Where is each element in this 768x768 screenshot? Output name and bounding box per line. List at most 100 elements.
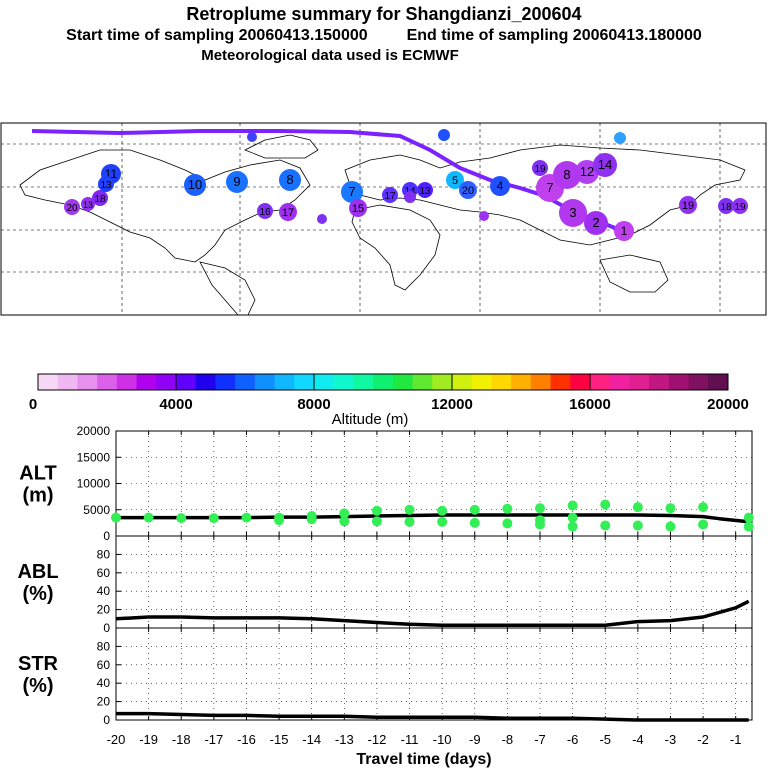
colorbar-cell <box>97 374 118 390</box>
cluster-label: 15 <box>352 203 364 215</box>
x-tick-label: -17 <box>204 732 223 747</box>
cluster-marker <box>81 197 95 211</box>
x-axis: -20 -19 -18 -17 -16 -15 -14 -13 -12 -11 -10 -9 -8 -7 -… <box>107 732 742 768</box>
cluster-marker <box>64 199 80 215</box>
altitude-point <box>743 512 754 523</box>
colorbar-cell <box>38 374 59 390</box>
x-tick-label: -2 <box>697 732 709 747</box>
cluster-marker <box>732 198 748 214</box>
altitude-point <box>274 515 285 526</box>
panel-frame <box>115 535 753 629</box>
altitude-point <box>404 516 415 527</box>
cluster-label: 19 <box>534 164 546 175</box>
world-map: 1234578910111213141516171819207819201914… <box>0 122 767 316</box>
cluster-label: 13 <box>100 180 112 191</box>
cluster-label: 16 <box>259 207 271 218</box>
cluster-label: 13 <box>419 186 431 197</box>
sampling-period: Start time of sampling 20060413.150000 E… <box>0 27 768 45</box>
x-tick-label: -6 <box>567 732 579 747</box>
cluster-label: 9 <box>233 174 240 189</box>
altitude-colorbar: 0 4000 8000 12000 16000 20000 Altitude (m) <box>29 373 749 428</box>
end-time-label: End time of sampling 20060413.180000 <box>406 27 702 44</box>
altitude-point <box>176 513 187 524</box>
cluster-marker <box>382 187 398 203</box>
x-tick-label: -3 <box>665 732 677 747</box>
y-tick-label: 20 <box>97 603 111 617</box>
altitude-point <box>665 521 676 532</box>
cluster-marker <box>479 211 489 221</box>
altitude-point <box>306 514 317 525</box>
colorbar-tick-label: 12000 <box>431 396 473 413</box>
cluster-label: 17 <box>282 207 294 219</box>
cluster-label: 20 <box>462 185 474 197</box>
x-tick-label: -15 <box>270 732 289 747</box>
colorbar-cell <box>491 374 512 390</box>
colorbar-cell <box>668 374 690 390</box>
x-tick-label: -12 <box>368 732 387 747</box>
colorbar-cell <box>333 374 354 390</box>
altitude-point <box>600 499 611 510</box>
colorbar-cell <box>688 374 709 390</box>
altitude-point <box>743 521 754 532</box>
cluster-marker <box>349 199 367 217</box>
panel-unit-label: (%) <box>22 583 53 605</box>
y-tick-label: 5000 <box>83 503 110 517</box>
altitude-point <box>371 505 382 516</box>
colorbar-cell <box>176 374 197 390</box>
altitude-point <box>208 513 219 524</box>
y-tick-label: 40 <box>97 584 111 598</box>
colorbar-cell <box>708 374 729 390</box>
cluster-label: 14 <box>598 157 612 172</box>
cluster-marker <box>614 132 626 144</box>
colorbar-cell <box>609 374 630 390</box>
panel-abl: 80 60 40 20 0 ABL(%) <box>17 535 753 635</box>
x-tick-label: -8 <box>502 732 514 747</box>
x-tick-label: -5 <box>599 732 611 747</box>
cluster-marker <box>279 169 301 191</box>
cluster-label: 19 <box>734 202 746 213</box>
x-tick-label: -1 <box>730 732 742 747</box>
altitude-point <box>339 516 350 527</box>
colorbar-cell <box>629 374 650 390</box>
colorbar-cell <box>570 374 591 390</box>
time-series-panels: 20000150001000050000ALT(m)806040200ABL(%… <box>17 424 754 768</box>
colorbar-cell <box>649 374 670 390</box>
x-tick-label: -10 <box>433 732 452 747</box>
colorbar-cell <box>274 374 295 390</box>
colorbar-cell <box>392 374 414 390</box>
cluster-marker <box>614 221 634 241</box>
colorbar-cell <box>530 374 552 390</box>
altitude-point <box>632 502 643 513</box>
colorbar-cell <box>156 374 177 390</box>
y-tick-label: 0 <box>103 713 110 727</box>
altitude-point <box>143 512 154 523</box>
panel-frame <box>115 627 753 721</box>
cluster-label: 19 <box>682 200 694 212</box>
altitude-point <box>698 519 709 530</box>
altitude-point <box>371 516 382 527</box>
x-tick-label: -14 <box>302 732 321 747</box>
colorbar-cell <box>215 374 236 390</box>
panel-name-label: STR <box>18 653 59 675</box>
colorbar-cell <box>294 374 315 390</box>
colorbar-label: Altitude (m) <box>332 411 409 428</box>
x-tick-label: -18 <box>172 732 191 747</box>
cluster-label: 7 <box>546 180 553 195</box>
colorbar-cell <box>195 374 216 390</box>
cluster-marker <box>593 153 617 177</box>
colorbar-cell <box>452 374 473 390</box>
cluster-label: 18 <box>94 194 106 205</box>
colorbar-cell <box>353 374 374 390</box>
str-series-line <box>116 711 749 722</box>
altitude-point <box>665 503 676 514</box>
y-tick-label: 0 <box>103 529 110 543</box>
altitude-point <box>111 512 121 523</box>
cluster-label: 12 <box>580 164 594 179</box>
cluster-label: 18 <box>720 202 732 213</box>
cluster-label: 4 <box>497 179 504 193</box>
abl-series-line <box>115 599 750 627</box>
altitude-point <box>535 519 545 530</box>
cluster-marker <box>257 203 273 219</box>
cluster-label: 8 <box>563 167 570 182</box>
